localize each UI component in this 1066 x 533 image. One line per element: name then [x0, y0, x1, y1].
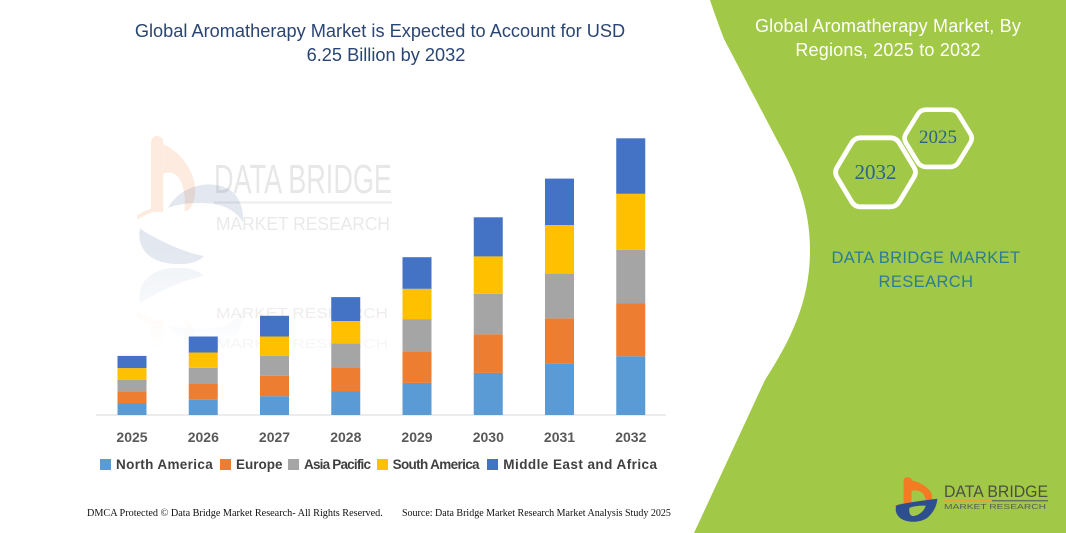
svg-text:MARKET RESEARCH: MARKET RESEARCH	[216, 214, 390, 234]
svg-text:MARKET RESEARCH: MARKET RESEARCH	[216, 306, 388, 322]
svg-text:MARKET RESEARCH: MARKET RESEARCH	[944, 502, 1046, 511]
svg-text:MARKET RESEARCH: MARKET RESEARCH	[216, 336, 388, 351]
svg-text:DATA BRIDGE: DATA BRIDGE	[214, 156, 392, 202]
svg-text:DATA BRIDGE: DATA BRIDGE	[944, 482, 1048, 501]
